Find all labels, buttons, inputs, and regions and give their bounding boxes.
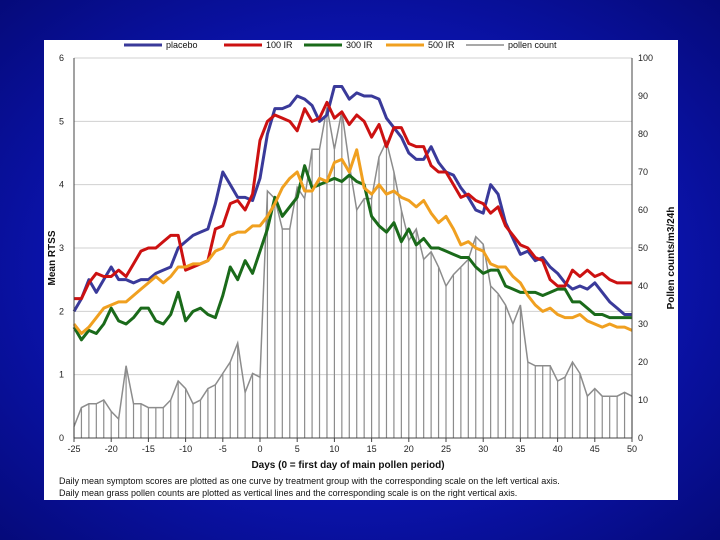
y2-axis-label: Pollen counts/m3/24h	[666, 207, 677, 310]
x-tick-label: -25	[67, 444, 80, 454]
y2-tick-label: 50	[638, 243, 648, 253]
y2-tick-label: 90	[638, 91, 648, 101]
x-tick-label: 20	[404, 444, 414, 454]
x-tick-label: 40	[553, 444, 563, 454]
x-tick-label: 50	[627, 444, 637, 454]
y2-tick-label: 0	[638, 433, 643, 443]
y2-tick-label: 40	[638, 281, 648, 291]
pollen-bars-layer	[73, 107, 633, 438]
y2-tick-label: 30	[638, 319, 648, 329]
chart: -25 -20 -15 -10 -5 0 5 10 15 20 25 30 35 40 45 50012345…	[47, 40, 677, 471]
y-tick-label: 5	[59, 116, 64, 126]
x-tick-label: 35	[515, 444, 525, 454]
series-line-500-ir	[72, 148, 633, 335]
x-tick-label: 5	[295, 444, 300, 454]
legend-label: 300 IR	[346, 40, 373, 50]
x-tick-label: -20	[105, 444, 118, 454]
series-line-100-ir	[74, 100, 632, 301]
y-tick-label: 2	[59, 306, 64, 316]
y-axis-label: Mean RTSS	[47, 230, 58, 285]
x-tick-label: -10	[179, 444, 192, 454]
x-tick-label: 0	[257, 444, 262, 454]
legend-label: placebo	[166, 40, 198, 50]
y2-tick-label: 20	[638, 357, 648, 367]
x-tick-label: -15	[142, 444, 155, 454]
x-tick-label: 15	[367, 444, 377, 454]
x-tick-label: 45	[590, 444, 600, 454]
caption-line-2: Daily mean grass pollen counts are plott…	[59, 488, 518, 498]
axes-layer: -25 -20 -15 -10 -5 0 5 10 15 20 25 30 35 40 45 50012345…	[59, 53, 653, 454]
legend-label: 500 IR	[428, 40, 455, 50]
x-tick-label: -5	[219, 444, 227, 454]
x-tick-label: 25	[441, 444, 451, 454]
y-tick-label: 0	[59, 433, 64, 443]
legend: placebo 100 IR 300 IR 500 IR pollen count	[124, 40, 557, 50]
x-axis-label: Days (0 = first day of main pollen perio…	[251, 460, 444, 471]
x-tick-label: 30	[478, 444, 488, 454]
y2-tick-label: 100	[638, 53, 653, 63]
y-tick-label: 4	[59, 180, 64, 190]
x-tick-label: 10	[329, 444, 339, 454]
legend-label: 100 IR	[266, 40, 293, 50]
series-lines-layer	[72, 85, 633, 342]
legend-label: pollen count	[508, 40, 557, 50]
y2-tick-label: 10	[638, 395, 648, 405]
series-line-300-ir	[72, 164, 632, 342]
y2-tick-label: 80	[638, 129, 648, 139]
y-tick-label: 6	[59, 53, 64, 63]
y-tick-label: 1	[59, 370, 64, 380]
y2-tick-label: 70	[638, 167, 648, 177]
y2-tick-label: 60	[638, 205, 648, 215]
y-tick-label: 3	[59, 243, 64, 253]
series-line-pollen-count	[73, 107, 633, 427]
caption-line-1: Daily mean symptom scores are plotted as…	[59, 476, 560, 486]
slide-panel: -25 -20 -15 -10 -5 0 5 10 15 20 25 30 35 40 45 50 0 1 2 3 4 5…	[44, 40, 678, 500]
